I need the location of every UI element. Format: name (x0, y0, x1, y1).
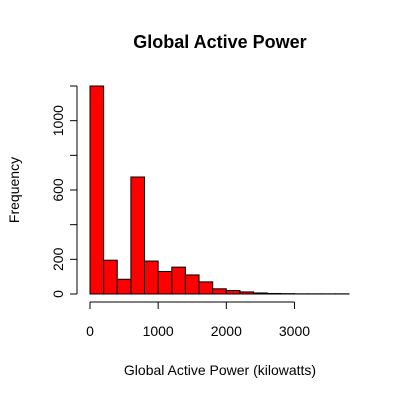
histogram-bar-1 (103, 259, 118, 295)
histogram-bar-3 (130, 176, 146, 295)
histogram-bar-2 (116, 278, 132, 295)
histogram-bar-6 (171, 266, 186, 295)
y-tick-label: 200 (50, 247, 66, 271)
y-tick-label: 0 (50, 290, 66, 298)
histogram-bar-10 (225, 290, 241, 295)
histogram-bar-8 (198, 281, 214, 295)
histogram-bars (89, 85, 350, 295)
histogram-bar-12 (253, 292, 268, 295)
histogram-bar-9 (212, 288, 227, 295)
y-tick-label: 1000 (50, 105, 66, 136)
histogram-bar-5 (157, 270, 173, 295)
y-axis-label: Frequency (6, 157, 22, 223)
y-tick-label: 600 (50, 178, 66, 202)
x-tick-label: 0 (86, 323, 94, 339)
histogram-bar-0 (89, 85, 105, 295)
x-axis-label: Global Active Power (kilowatts) (124, 362, 316, 378)
chart-title: Global Active Power (133, 32, 306, 52)
histogram-bar-13 (266, 292, 282, 295)
histogram-bar-7 (184, 274, 200, 295)
x-tick-label: 1000 (143, 323, 174, 339)
x-tick-label: 2000 (211, 323, 242, 339)
x-tick-label: 3000 (279, 323, 310, 339)
y-axis-ticks: 0 200 600 1000 (50, 85, 77, 298)
histogram-bar-11 (239, 291, 255, 295)
histogram-bar-4 (144, 260, 159, 295)
x-axis-ticks: 0 1000 2000 3000 (86, 302, 310, 339)
